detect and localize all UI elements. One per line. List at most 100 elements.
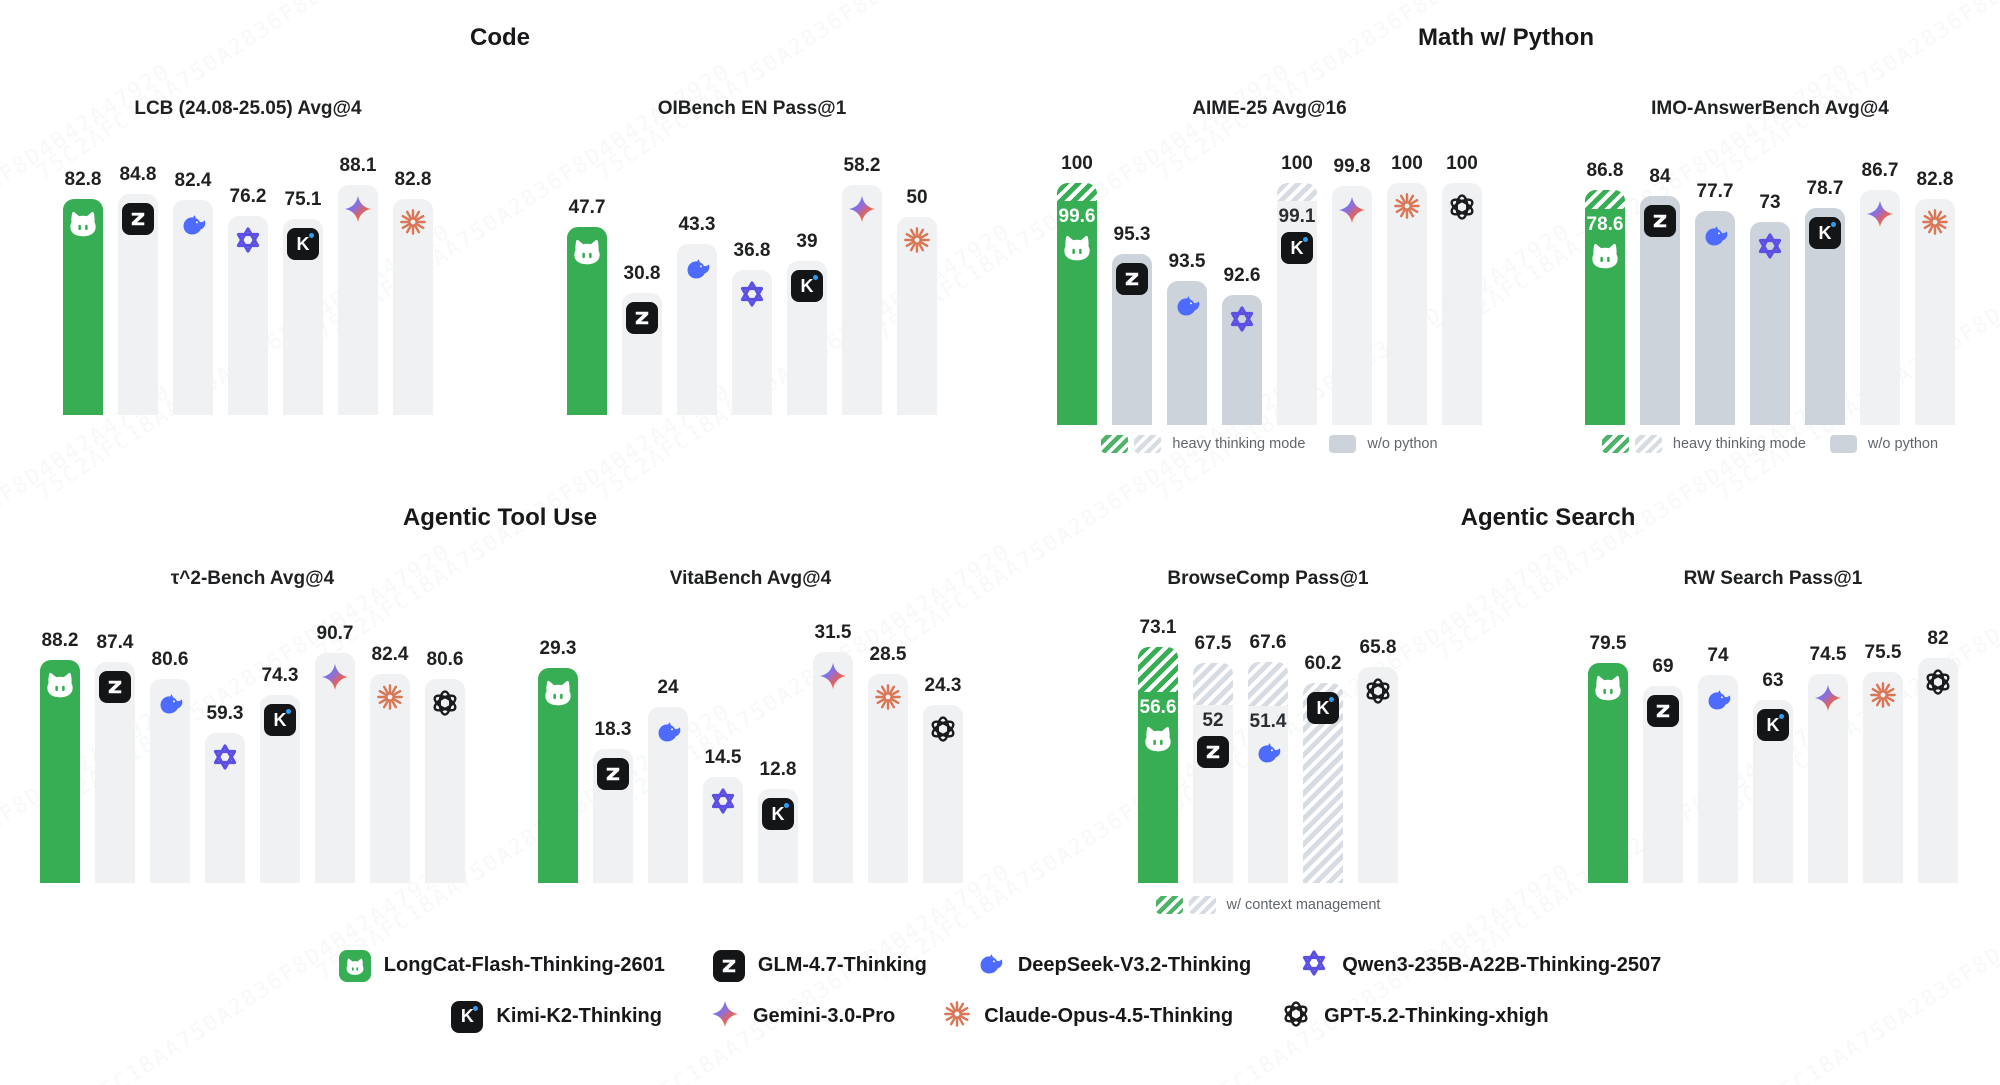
bar-tau2-longcat: 88.2 <box>40 630 80 883</box>
bar-oibench-kimi: 39 K <box>787 231 827 415</box>
bar-value-label: 24.3 <box>924 675 962 696</box>
bar-fill <box>338 185 378 415</box>
bar-aime-claude: 100 <box>1387 153 1427 425</box>
bar-oibench-longcat: 47.7 <box>567 197 607 415</box>
bar-fill <box>425 679 465 883</box>
chart-legend-label: heavy thinking mode <box>1672 436 1806 452</box>
bar-fill <box>173 200 213 415</box>
bars-group: 82.8 84.8 82.4 76.2 75.1 K 88.1 82.8 <box>63 155 433 415</box>
bar-browsecomp-deepseek: 67.6 51.4 <box>1248 632 1288 883</box>
gemini-icon <box>320 662 350 692</box>
bar-browsecomp-glm: 67.5 52 <box>1193 633 1233 883</box>
bar-vitabench-gemini: 31.5 <box>813 622 853 883</box>
chart-legend-imo: heavy thinking mode w/o python <box>1585 435 1955 453</box>
chart-title: VitaBench Avg@4 <box>669 568 832 589</box>
model-name: LongCat-Flash-Thinking-2601 <box>383 954 665 976</box>
claude-icon <box>1393 192 1421 220</box>
heavy-mode-segment <box>1277 183 1317 201</box>
deepseek-icon <box>682 253 712 283</box>
bar-rwsearch-glm: 69 <box>1643 656 1683 883</box>
chart-title: RW Search Pass@1 <box>1683 568 1863 589</box>
bar-imo-longcat: 86.8 78.6 <box>1585 160 1625 425</box>
hatch-gray-swatch <box>1634 435 1662 453</box>
bar-lcb-glm: 84.8 <box>118 164 158 415</box>
bar-aime-gpt: 100 <box>1442 153 1482 425</box>
deepseek-icon <box>1253 737 1283 767</box>
bar-fill: K <box>1753 700 1793 883</box>
bar-value-label: 39 <box>796 231 818 252</box>
bar-value-label: 82.8 <box>394 169 432 190</box>
bar-vitabench-qwen: 14.5 <box>703 747 743 883</box>
chart-title: OIBench EN Pass@1 <box>657 98 847 119</box>
deepseek-icon <box>178 209 208 239</box>
bar-fill <box>1640 196 1680 425</box>
bar-value-label: 82.4 <box>174 170 212 191</box>
bar-vitabench-kimi: 12.8 K <box>758 759 798 883</box>
kimi-icon: K <box>287 228 319 260</box>
bar-fill <box>118 194 158 415</box>
kimi-icon: K <box>762 798 794 830</box>
bar-value-label: 59.3 <box>206 703 244 724</box>
bar-value-label: 12.8 <box>759 759 797 780</box>
watermark-text: 75C2AFC18AA750A2836F8D4B42A47920 <box>1992 59 2000 346</box>
bar-value-label: 67.6 <box>1249 632 1287 653</box>
bar-fill <box>1698 675 1738 883</box>
chart-title: LCB (24.08-25.05) Avg@4 <box>134 98 362 119</box>
bar-fill <box>40 660 80 883</box>
bar-value-label: 74.5 <box>1809 644 1847 665</box>
chart-rwsearch: RW Search Pass@1 79.5 69 74 63 K 74.5 75.5 82 <box>1588 0 1958 1085</box>
kimi-icon: K <box>1281 232 1313 264</box>
gemini-icon <box>1813 683 1843 713</box>
kimi-icon: K <box>1757 709 1789 741</box>
bar-value-label: 50 <box>906 187 928 208</box>
bar-fill: 99.1 K <box>1277 183 1317 425</box>
glm-icon <box>1116 263 1148 295</box>
bar-tau2-kimi: 74.3 K <box>260 665 300 883</box>
longcat-icon <box>1140 723 1176 753</box>
hatch-green-swatch <box>1601 435 1629 453</box>
bar-value-label: 100 <box>1446 153 1478 174</box>
chart-legend-label: w/o python <box>1367 436 1438 452</box>
bar-browsecomp-gpt: 65.8 <box>1358 637 1398 883</box>
nopython-swatch <box>1829 435 1857 453</box>
bar-fill: K <box>1805 208 1845 425</box>
bar-fill: 99.6 <box>1057 183 1097 425</box>
kimi-icon: K <box>451 1000 484 1033</box>
kimi-icon: K <box>1809 217 1841 249</box>
bar-inner-value: 51.4 <box>1249 711 1287 732</box>
bar-value-label: 82.8 <box>1916 169 1954 190</box>
bar-fill <box>370 674 410 883</box>
bar-fill <box>1918 658 1958 883</box>
bar-value-label: 58.2 <box>843 155 881 176</box>
longcat-icon <box>65 208 101 238</box>
bar-oibench-gemini: 58.2 <box>842 155 882 415</box>
glm-icon <box>99 671 131 703</box>
gpt-icon <box>430 688 460 718</box>
section-title-math: Math w/ Python <box>1418 24 1594 51</box>
hatch-green-swatch <box>1155 896 1183 914</box>
bar-value-label: 47.7 <box>568 197 606 218</box>
chart-tau2: τ^2-Bench Avg@4 88.2 87.4 80.6 59.3 74.3 K 90.7… <box>40 0 465 1085</box>
bar-fill <box>897 217 937 415</box>
bar-value-label: 75.1 <box>284 189 322 210</box>
hatch-green-swatch <box>1101 435 1129 453</box>
bar-vitabench-gpt: 24.3 <box>923 675 963 883</box>
bar-fill <box>593 749 633 883</box>
bar-rwsearch-deepseek: 74 <box>1698 645 1738 883</box>
bar-fill: K <box>1303 683 1343 883</box>
bar-value-label: 84 <box>1649 166 1671 187</box>
bar-fill <box>1442 183 1482 425</box>
heavy-mode-segment <box>1585 190 1625 209</box>
bar-value-label: 77.7 <box>1696 181 1734 202</box>
bar-value-label: 86.7 <box>1861 160 1899 181</box>
chart-legend-label: w/o python <box>1867 436 1939 452</box>
bar-lcb-gemini: 88.1 <box>338 155 378 415</box>
hatch-gray-swatch <box>1134 435 1162 453</box>
chart-vitabench: VitaBench Avg@4 29.3 18.3 24 14.5 12.8 K 31.5 28… <box>538 0 963 1085</box>
bar-value-label: 74 <box>1707 645 1729 666</box>
bar-fill <box>95 662 135 883</box>
bar-value-label: 18.3 <box>594 719 632 740</box>
bars-group: 86.8 78.6 84 77.7 73 78.7 K 86.7 82.8 <box>1585 160 1955 425</box>
bar-fill <box>205 733 245 883</box>
section-title-code: Code <box>470 24 530 51</box>
